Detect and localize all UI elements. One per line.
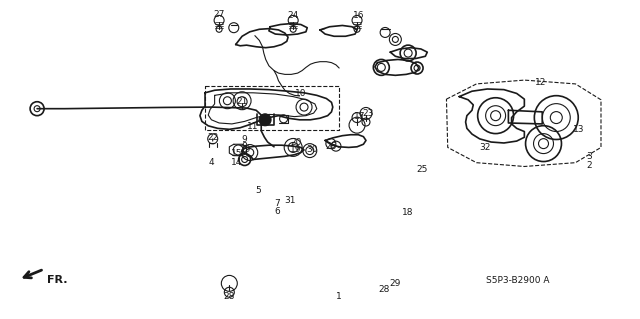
Text: 13: 13: [573, 125, 584, 134]
Text: 19: 19: [290, 145, 301, 154]
Text: S5P3-B2900 A: S5P3-B2900 A: [486, 276, 550, 285]
Text: 7: 7: [275, 199, 280, 208]
Text: 31: 31: [284, 196, 296, 205]
Text: 32: 32: [479, 143, 490, 152]
Text: 24: 24: [287, 11, 299, 20]
Text: 8: 8: [242, 142, 248, 151]
Text: 16: 16: [353, 11, 364, 20]
Text: 28: 28: [378, 285, 390, 293]
Text: 6: 6: [275, 207, 280, 216]
Text: 21: 21: [236, 97, 248, 106]
Text: 14: 14: [231, 158, 243, 167]
Text: 25: 25: [417, 165, 428, 174]
Circle shape: [259, 114, 271, 126]
Text: 28: 28: [223, 292, 235, 301]
Text: 27: 27: [213, 10, 225, 19]
Text: 1: 1: [336, 292, 342, 301]
Text: 29: 29: [239, 145, 250, 154]
Text: 20: 20: [290, 137, 301, 146]
Text: 17: 17: [354, 112, 365, 121]
Text: 10: 10: [295, 89, 307, 98]
Text: 3: 3: [587, 152, 593, 161]
Text: 2: 2: [587, 161, 592, 170]
Text: 4: 4: [209, 158, 214, 167]
Text: 12: 12: [534, 78, 546, 87]
Text: 11: 11: [247, 122, 259, 131]
Text: 15: 15: [231, 149, 243, 158]
Text: 9: 9: [242, 135, 248, 144]
Text: FR.: FR.: [47, 275, 67, 285]
Text: 23: 23: [362, 109, 374, 118]
Text: 26: 26: [326, 142, 337, 151]
Text: 18: 18: [403, 208, 414, 217]
Text: 5: 5: [255, 186, 261, 195]
Text: 29: 29: [390, 279, 401, 288]
Text: 22: 22: [207, 133, 218, 142]
Text: 30: 30: [307, 145, 318, 154]
